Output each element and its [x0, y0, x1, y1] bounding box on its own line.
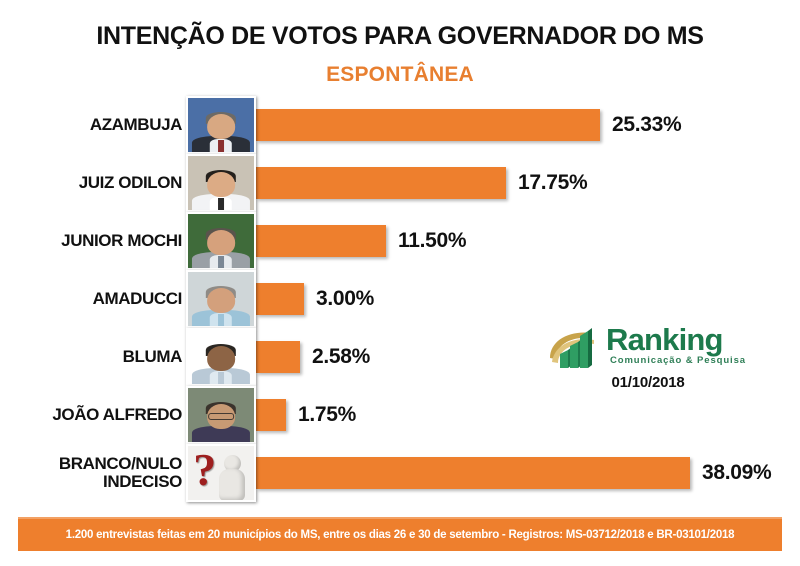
bar-chart-swoosh-icon — [548, 324, 606, 370]
bar-track: 11.50% — [256, 225, 776, 257]
bar-category-label-line: AMADUCCI — [92, 289, 183, 309]
chart-row: JUNIOR MOCHI 11.50% — [0, 212, 800, 270]
bar-value-label: 11.50% — [398, 229, 467, 252]
bar-track: 25.33% — [256, 109, 776, 141]
portrait-amaducci — [188, 272, 254, 326]
bar-track: 17.75% — [256, 167, 776, 199]
bar — [256, 167, 506, 199]
bar-chart-plot-area: AZAMBUJA 25.33% JUIZ ODILON 17.75% JUNIOR MO… — [0, 96, 800, 508]
bar-category-label: JUNIOR MOCHI — [10, 212, 182, 270]
avatar — [186, 270, 256, 328]
chart-row: JUIZ ODILON 17.75% — [0, 154, 800, 212]
page-title: INTENÇÃO DE VOTOS PARA GOVERNADOR DO MS — [96, 22, 704, 50]
logo-wordmark: Ranking — [606, 322, 724, 357]
footer-band: 1.200 entrevistas feitas em 20 município… — [18, 517, 782, 551]
bar — [256, 225, 386, 257]
chart-row: BLUMA 2.58% — [0, 328, 800, 386]
portrait-azambuja — [188, 98, 254, 152]
logo-tagline: Comunicação & Pesquisa — [610, 355, 746, 366]
bar-category-label: JUIZ ODILON — [10, 154, 183, 212]
chart-row: AMADUCCI 3.00% — [0, 270, 800, 328]
bar-track: 2.58% — [256, 341, 776, 373]
bar-category-label: AMADUCCI — [10, 270, 183, 328]
portrait-joao-alfredo — [188, 388, 254, 442]
bar-category-label-line: AZAMBUJA — [89, 115, 183, 135]
bar-category-label: JOÃO ALFREDO — [10, 386, 182, 444]
chart-row: BRANCO/NULO INDECISO? 38.09% — [0, 444, 800, 502]
bar — [256, 399, 286, 431]
chart-subtitle: ESPONTÂNEA — [326, 63, 474, 86]
brand-logo: Ranking Comunicação & Pesquisa 01/10/201… — [548, 322, 748, 400]
bar-category-label-line: BRANCO/NULO — [58, 454, 182, 474]
poll-date: 01/10/2018 — [611, 374, 685, 391]
avatar — [186, 154, 256, 212]
bar-value-label: 3.00% — [316, 287, 375, 310]
bar — [256, 109, 600, 141]
avatar: ? — [186, 444, 256, 502]
bar-category-label: AZAMBUJA — [10, 96, 183, 154]
bar-category-label-line: JUNIOR MOCHI — [61, 231, 182, 251]
portrait-bluma — [188, 330, 254, 384]
bar-value-label: 1.75% — [298, 403, 357, 426]
avatar — [186, 96, 256, 154]
avatar — [186, 212, 256, 270]
bar-value-label: 25.33% — [612, 113, 682, 136]
chart-row: JOÃO ALFREDO 1.75% — [0, 386, 800, 444]
bar-track: 3.00% — [256, 283, 776, 315]
bar-value-label: 17.75% — [518, 171, 588, 194]
bar-value-label: 2.58% — [312, 345, 371, 368]
bar-value-label: 38.09% — [702, 461, 772, 484]
bar-category-label-line: JOÃO ALFREDO — [52, 405, 182, 425]
portrait-juiz-odilon — [188, 156, 254, 210]
question-mark-icon: ? — [188, 446, 254, 500]
avatar — [186, 328, 256, 386]
bar-category-label: BLUMA — [10, 328, 183, 386]
bar-category-label-line: JUIZ ODILON — [78, 173, 183, 193]
portrait-junior-mochi — [188, 214, 254, 268]
chart-row: AZAMBUJA 25.33% — [0, 96, 800, 154]
bar-track: 38.09% — [256, 457, 776, 489]
avatar — [186, 386, 256, 444]
bar-category-label-line: BLUMA — [122, 347, 183, 367]
bar-category-label-line: INDECISO — [103, 472, 182, 491]
bar — [256, 283, 304, 315]
bar-category-label: BRANCO/NULO INDECISO — [10, 444, 182, 502]
bar — [256, 457, 690, 489]
footer-note: 1.200 entrevistas feitas em 20 município… — [65, 529, 735, 541]
bar-track: 1.75% — [256, 399, 776, 431]
bar — [256, 341, 300, 373]
